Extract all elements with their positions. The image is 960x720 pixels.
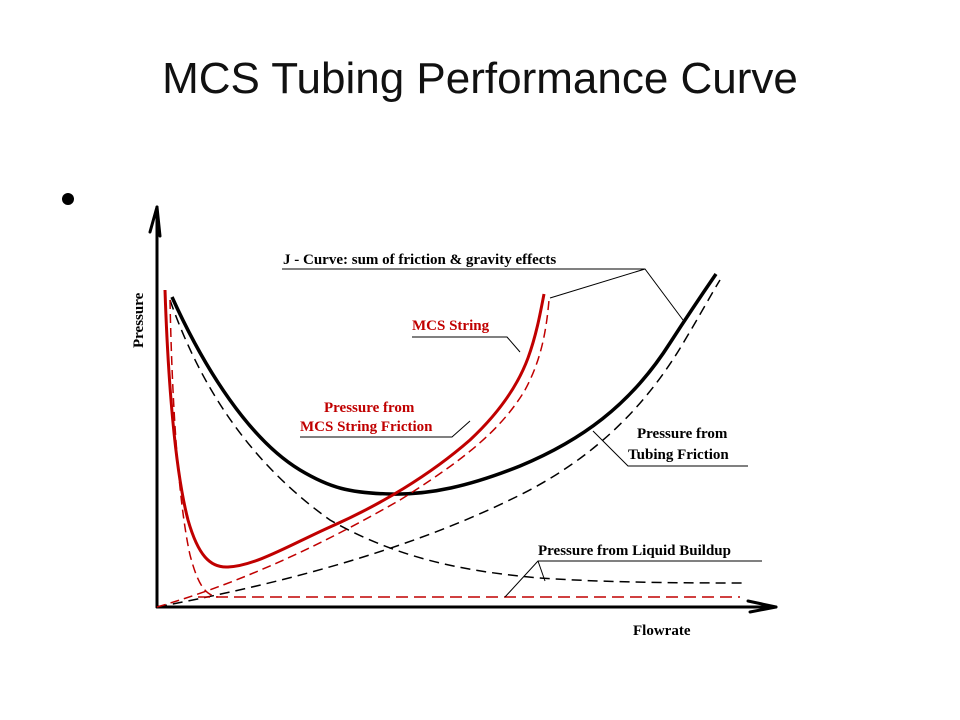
tubing-friction-label-line2: Tubing Friction bbox=[628, 447, 729, 463]
leader-lines bbox=[282, 268, 762, 598]
mcs-friction-label-line1: Pressure from bbox=[324, 400, 415, 416]
tubing-friction-leader bbox=[592, 430, 748, 467]
mcs-string-leader bbox=[412, 336, 521, 353]
j-curve-leader bbox=[282, 268, 684, 321]
j-curve-label: J - Curve: sum of friction & gravity eff… bbox=[283, 252, 556, 268]
mcs-string-curve bbox=[163, 289, 546, 569]
x-axis-arrowhead bbox=[746, 599, 778, 614]
mcs-string-friction-curve bbox=[156, 299, 550, 608]
liquid-buildup-leader-2 bbox=[537, 560, 546, 582]
mcs-friction-leader bbox=[300, 420, 471, 438]
axes bbox=[148, 205, 778, 614]
j-curve-leader-2 bbox=[549, 268, 646, 299]
x-axis-label: Flowrate bbox=[633, 623, 691, 639]
tubing-friction-label-line1: Pressure from bbox=[637, 426, 728, 442]
j-curve bbox=[170, 273, 718, 496]
liquid-buildup-leader bbox=[504, 560, 762, 598]
y-axis-label: Pressure bbox=[131, 292, 147, 348]
mcs-liquid-buildup-curve bbox=[169, 299, 219, 598]
y-axis-arrowhead bbox=[148, 205, 162, 238]
liquid-buildup-label: Pressure from Liquid Buildup bbox=[538, 543, 731, 559]
liquid-buildup-curve bbox=[169, 299, 746, 584]
slide-title: MCS Tubing Performance Curve bbox=[162, 54, 798, 103]
bullet-point bbox=[62, 193, 74, 205]
mcs-string-label: MCS String bbox=[412, 318, 490, 334]
tubing-friction-curve bbox=[156, 279, 721, 608]
mcs-friction-label-line2: MCS String Friction bbox=[300, 419, 433, 435]
